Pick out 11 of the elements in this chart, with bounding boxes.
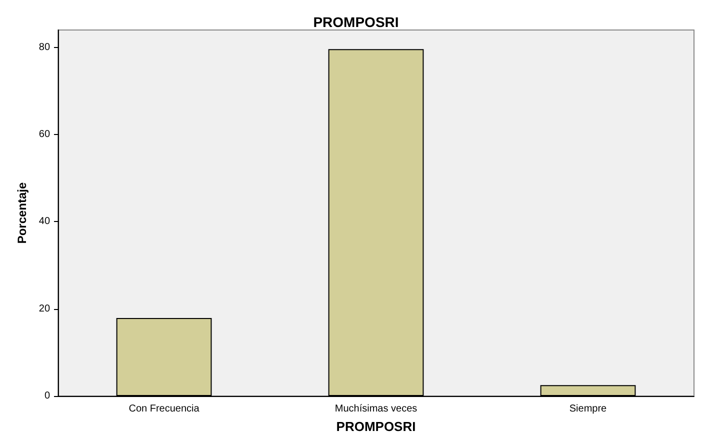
chart-title: PROMPOSRI	[313, 14, 399, 30]
y-tick-label: 60	[38, 129, 50, 140]
x-tick-label: Con Frecuencia	[128, 404, 200, 414]
y-tick-label: 20	[38, 303, 50, 314]
y-axis-title: Porcentaje	[15, 182, 29, 244]
x-axis-title: PROMPOSRI	[336, 419, 416, 434]
y-tick-label: 40	[38, 216, 50, 228]
y-tick-label: 80	[38, 42, 50, 53]
x-tick-label: Muchísimas veces	[334, 404, 418, 414]
y-tick-label: 0	[44, 390, 50, 402]
x-tick-label: Siempre	[569, 404, 608, 414]
